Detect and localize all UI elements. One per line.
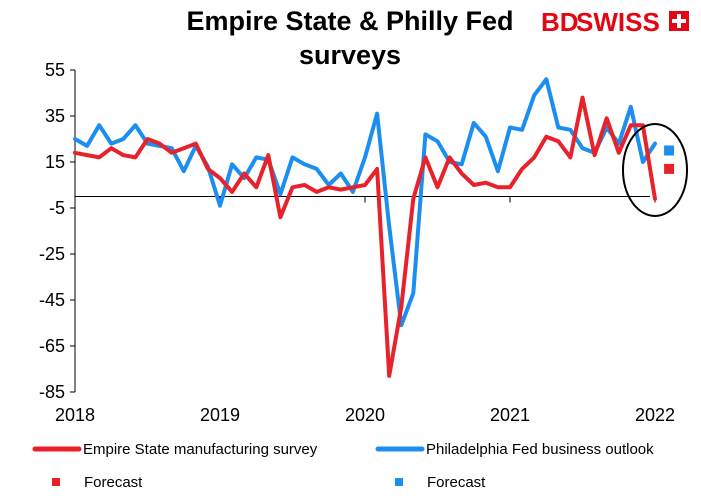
y-tick-label: -5	[49, 198, 65, 218]
y-tick-label: 15	[45, 152, 65, 172]
legend-label: Empire State manufacturing survey	[83, 441, 318, 458]
forecast-marker-0	[664, 163, 675, 174]
logo-text-swiss: SWISS	[576, 7, 660, 37]
y-axis: 55 35 15 -5 -25 -45 -65 -85	[39, 60, 76, 402]
y-tick-label: -65	[39, 336, 65, 356]
legend-swatch-marker	[52, 478, 60, 486]
annotation-ellipse	[622, 123, 688, 217]
legend: Empire State manufacturing survey Philade…	[32, 441, 654, 491]
logo-text-bd: BD	[541, 7, 579, 37]
y-tick-label: 55	[45, 60, 65, 80]
legend-label: Forecast	[84, 474, 143, 491]
chart-title-line1: Empire State & Philly Fed	[186, 6, 513, 36]
x-tick-label: 2018	[55, 405, 95, 425]
legend-label: Forecast	[427, 474, 486, 491]
forecast-marker-1	[664, 145, 675, 156]
x-tick-label: 2022	[635, 405, 675, 425]
series-layer	[73, 77, 675, 378]
y-tick-label: -45	[39, 290, 65, 310]
bdswiss-logo: BD SWISS	[541, 7, 689, 37]
y-tick-label: -85	[39, 382, 65, 402]
legend-swatch-marker	[395, 478, 403, 486]
x-tick-label: 2020	[345, 405, 385, 425]
series-line-1	[73, 77, 657, 328]
x-tick-label: 2019	[200, 405, 240, 425]
legend-label: Philadelphia Fed business outlook	[426, 441, 654, 458]
y-tick-label: 35	[45, 106, 65, 126]
chart-title-line2: surveys	[299, 40, 401, 70]
y-tick-label: -25	[39, 244, 65, 264]
x-axis: 2018 2019 2020 2021 2022	[55, 196, 675, 425]
x-tick-label: 2021	[490, 405, 530, 425]
series-line-0	[73, 95, 657, 378]
